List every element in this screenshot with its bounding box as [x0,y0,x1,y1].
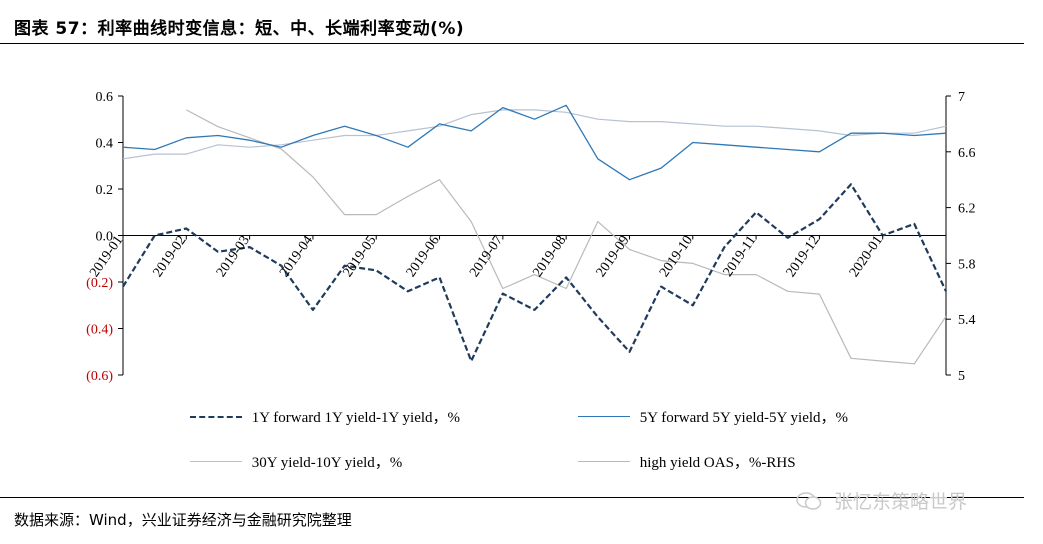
x-tick-label: 2019-03 [214,233,253,280]
x-tick-label: 2019-07 [467,233,506,280]
source-note: 数据来源：Wind，兴业证券经济与金融研究院整理 [14,511,352,529]
legend-item-1y: 1Y forward 1Y yield-1Y yield，% [190,406,460,427]
legend-swatch-oas [578,461,630,462]
right-tick-label: 6.6 [958,146,976,161]
left-tick-label: (0.6) [86,369,113,384]
watermark: 张忆东策略世界 [796,487,1026,513]
chart-title: 图表 57：利率曲线时变信息：短、中、长端利率变动(%) [14,19,465,39]
legend-item-5y: 5Y forward 5Y yield-5Y yield，% [578,406,848,427]
x-tick-label: 2019-11 [721,233,760,279]
x-tick-label: 2019-08 [530,233,569,280]
right-tick-label: 6.2 [958,202,976,217]
watermark-text: 张忆东策略世界 [834,491,968,513]
series-30y-10y-line [122,109,947,160]
left-tick-label: 0.6 [96,90,114,105]
left-tick-label: 0.0 [96,230,114,245]
legend-swatch-1y [190,415,242,418]
legend-swatch-5y [578,416,630,417]
legend-label-30y: 30Y yield-10Y yield，% [251,455,403,471]
source-rule [0,497,1024,498]
left-tick-label: 0.4 [96,137,114,152]
x-tick-label: 2019-09 [594,233,633,280]
x-tick-label: 2019-05 [340,233,379,280]
left-tick-label: 0.2 [96,183,114,198]
x-tick-label: 2019-12 [784,233,823,280]
x-tick-label: 2019-04 [277,233,316,280]
series-5y-forward-line [122,104,947,181]
x-tick-label: 2019-10 [657,233,696,280]
series-high-yield-oas-line [186,109,947,365]
legend-label-oas: high yield OAS，%-RHS [639,455,796,471]
right-tick-label: 5.8 [958,257,976,272]
legend-label-1y: 1Y forward 1Y yield-1Y yield，% [251,410,461,426]
right-tick-label: 5.4 [958,313,976,328]
chat-bubble-icon [796,491,822,511]
legend-label-5y: 5Y forward 5Y yield-5Y yield，% [639,410,849,426]
line-chart: 0.6 0.4 0.2 0.0 (0.2) (0.4) (0.6) 7 6.6 6.2 5.8 5.4… [86,90,976,384]
left-tick-label: (0.4) [86,323,113,338]
right-tick-label: 5 [958,369,965,384]
legend-swatch-30y [190,461,242,462]
right-tick-label: 7 [958,90,965,105]
left-tick-label: (0.2) [86,276,113,291]
legend-item-30y: 30Y yield-10Y yield，% [190,451,402,472]
series-1y-forward-line [122,183,947,363]
legend-item-oas: high yield OAS，%-RHS [578,451,796,472]
title-rule [0,43,1024,44]
x-tick-label: 2019-02 [151,233,190,280]
x-tick-label: 2020-01 [847,233,886,280]
x-tick-label: 2019-06 [404,233,443,280]
